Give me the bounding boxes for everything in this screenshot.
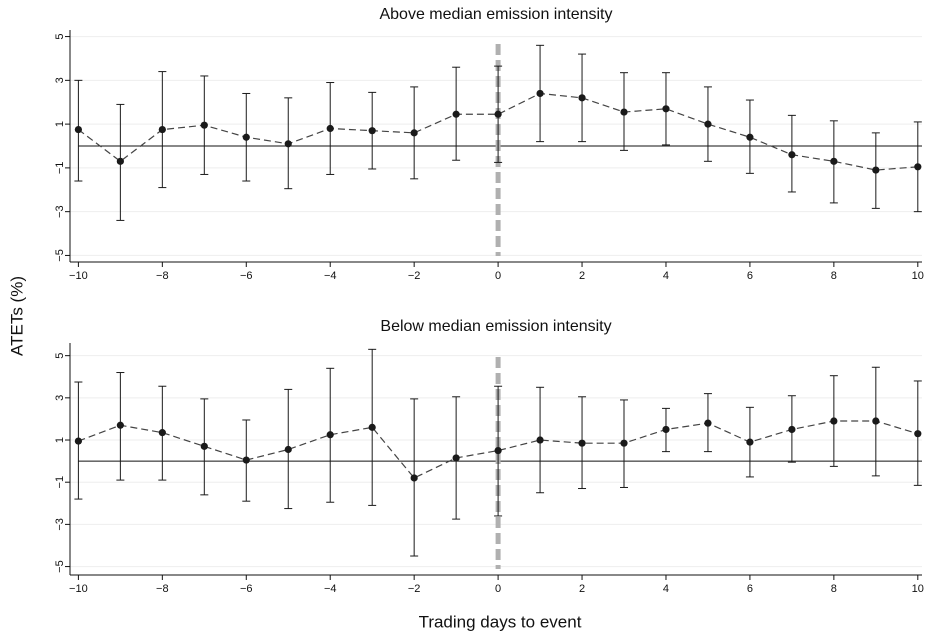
x-tick-label: −10 — [69, 583, 88, 595]
x-tick-label: 6 — [747, 583, 753, 595]
point — [368, 423, 376, 431]
point — [158, 125, 166, 134]
point — [284, 445, 292, 454]
point — [326, 124, 334, 133]
point — [578, 439, 586, 447]
point — [746, 133, 754, 141]
point — [410, 129, 418, 137]
point — [578, 94, 586, 102]
point — [830, 157, 838, 165]
point — [158, 429, 166, 437]
point — [914, 430, 922, 438]
point — [200, 121, 208, 129]
x-tick-label: 6 — [747, 270, 753, 282]
y-tick-label: −1 — [54, 162, 66, 175]
y-tick-label: −1 — [54, 476, 66, 489]
y-tick-label: −3 — [54, 205, 66, 218]
point — [200, 442, 208, 450]
x-tick-label: 0 — [495, 270, 501, 282]
x-tick-label: 10 — [912, 583, 924, 595]
point — [620, 439, 628, 447]
point — [704, 419, 712, 427]
point — [746, 438, 754, 446]
y-tick-label: 3 — [54, 395, 66, 401]
x-tick-label: 2 — [579, 270, 585, 282]
y-axis-label: ATETs (%) — [7, 276, 26, 356]
x-tick-label: −6 — [240, 270, 253, 282]
x-tick-label: −6 — [240, 583, 253, 595]
point — [326, 431, 334, 439]
x-tick-label: −10 — [69, 270, 88, 282]
point — [116, 421, 124, 429]
point — [74, 437, 82, 445]
point — [452, 110, 460, 118]
y-tick-label: 5 — [54, 353, 66, 359]
point — [284, 140, 292, 148]
x-tick-label: −8 — [156, 270, 169, 282]
y-tick-label: −3 — [54, 518, 66, 531]
point — [788, 151, 796, 159]
series-line — [78, 420, 918, 479]
x-tick-label: 10 — [912, 270, 924, 282]
y-tick-label: −5 — [54, 560, 66, 573]
x-tick-label: 8 — [831, 270, 837, 282]
y-tick-label: 5 — [54, 34, 66, 40]
x-tick-label: −2 — [408, 583, 421, 595]
point — [116, 157, 124, 165]
point — [242, 456, 250, 464]
x-tick-label: −8 — [156, 583, 169, 595]
point — [494, 110, 502, 118]
point — [704, 120, 712, 128]
point — [830, 417, 838, 425]
x-axis-label: Trading days to event — [419, 612, 582, 631]
x-tick-label: −2 — [408, 270, 421, 282]
point — [620, 108, 628, 116]
x-tick-label: 8 — [831, 583, 837, 595]
x-tick-label: 4 — [663, 583, 669, 595]
x-tick-label: −4 — [324, 583, 337, 595]
point — [536, 89, 544, 98]
point — [662, 425, 670, 434]
y-tick-label: 3 — [54, 77, 66, 83]
point — [452, 454, 460, 462]
x-tick-label: 4 — [663, 270, 669, 282]
y-tick-label: 1 — [54, 437, 66, 443]
x-tick-label: 0 — [495, 583, 501, 595]
point — [494, 446, 502, 455]
chart-title: Below median emission intensity — [380, 318, 611, 335]
point — [368, 127, 376, 135]
point — [536, 436, 544, 444]
point — [662, 105, 670, 113]
chart-title: Above median emission intensity — [379, 6, 612, 23]
point — [74, 125, 82, 134]
point — [788, 425, 796, 434]
point — [872, 166, 880, 174]
point — [914, 163, 922, 171]
point — [242, 133, 250, 141]
point — [872, 417, 880, 425]
x-tick-label: 2 — [579, 583, 585, 595]
y-tick-label: −5 — [54, 249, 66, 262]
point — [410, 474, 418, 482]
y-tick-label: 1 — [54, 121, 66, 127]
x-tick-label: −4 — [324, 270, 337, 282]
